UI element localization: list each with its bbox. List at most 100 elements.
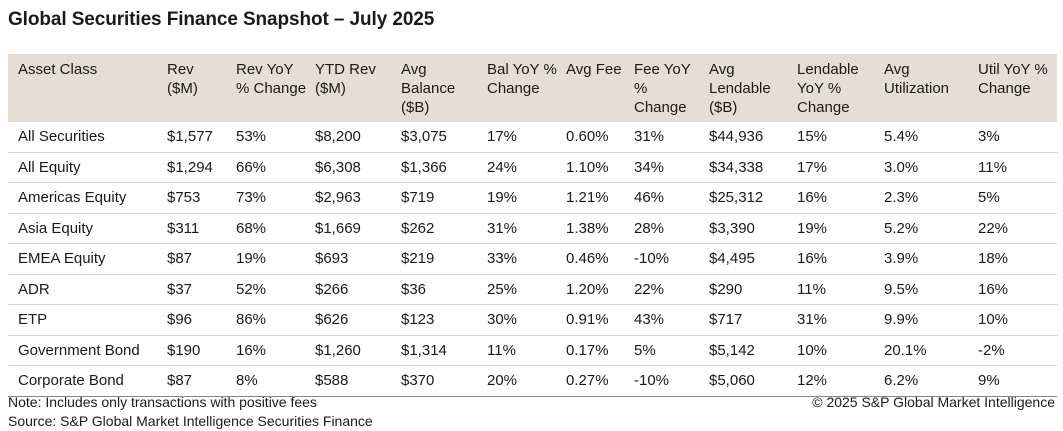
securities-finance-table: Asset Class Rev ($M) Rev YoY % Change YT… bbox=[8, 54, 1057, 397]
table-cell: 68% bbox=[232, 213, 311, 244]
table-cell: 9.9% bbox=[880, 304, 974, 336]
table-cell: 22% bbox=[630, 274, 705, 305]
table-cell: $719 bbox=[397, 182, 483, 214]
column-header: Avg Lendable ($B) bbox=[705, 54, 793, 122]
table-row: Corporate Bond $87 8% $588 $370 20% 0.27% -10% $… bbox=[8, 365, 1057, 397]
table-row: Americas Equity $753 73% $2,963 $719 19% 1.21%… bbox=[8, 182, 1057, 214]
table-cell: $87 bbox=[163, 365, 232, 397]
table-cell: 10% bbox=[974, 304, 1057, 336]
table-cell: 2.3% bbox=[880, 182, 974, 214]
column-header: Fee YoY % Change bbox=[630, 54, 705, 122]
table-cell: $2,963 bbox=[311, 182, 397, 214]
table-row: All Securities $1,577 53% $8,200 $3,075 17% 0.… bbox=[8, 122, 1057, 153]
table-cell: 22% bbox=[974, 213, 1057, 244]
table-cell: 19% bbox=[483, 182, 562, 214]
table-cell: 16% bbox=[793, 182, 880, 214]
table-cell: 46% bbox=[630, 182, 705, 214]
table-cell: -10% bbox=[630, 365, 705, 397]
table-cell: 5.2% bbox=[880, 213, 974, 244]
table-cell: 66% bbox=[232, 152, 311, 183]
table-cell: -10% bbox=[630, 243, 705, 275]
asset-class-cell: EMEA Equity bbox=[8, 243, 163, 275]
table-cell: $190 bbox=[163, 335, 232, 366]
table-cell: 9.5% bbox=[880, 274, 974, 305]
table-cell: 19% bbox=[232, 243, 311, 275]
asset-class-cell: Corporate Bond bbox=[8, 365, 163, 397]
table-cell: $1,577 bbox=[163, 122, 232, 153]
table-cell: $34,338 bbox=[705, 152, 793, 183]
table-cell: $290 bbox=[705, 274, 793, 305]
table-cell: 52% bbox=[232, 274, 311, 305]
table-cell: $25,312 bbox=[705, 182, 793, 214]
source-text: Source: S&P Global Market Intelligence S… bbox=[8, 413, 373, 429]
table-cell: 28% bbox=[630, 213, 705, 244]
column-header: Lendable YoY % Change bbox=[793, 54, 880, 122]
table-cell: $96 bbox=[163, 304, 232, 336]
table-cell: $3,075 bbox=[397, 122, 483, 153]
table-cell: 3% bbox=[974, 122, 1057, 153]
table-cell: 34% bbox=[630, 152, 705, 183]
asset-class-cell: Asia Equity bbox=[8, 213, 163, 244]
table-cell: 43% bbox=[630, 304, 705, 336]
table-cell: $87 bbox=[163, 243, 232, 275]
table-cell: 0.46% bbox=[562, 243, 630, 275]
table-cell: 16% bbox=[793, 243, 880, 275]
table-cell: $219 bbox=[397, 243, 483, 275]
table-cell: $262 bbox=[397, 213, 483, 244]
table-cell: 5% bbox=[974, 182, 1057, 214]
table-cell: $1,366 bbox=[397, 152, 483, 183]
table-cell: 11% bbox=[483, 335, 562, 366]
table-cell: $6,308 bbox=[311, 152, 397, 183]
column-header: Avg Balance ($B) bbox=[397, 54, 483, 122]
table-row: ADR $37 52% $266 $36 25% 1.20% 22% $290 11% 9.5% 16… bbox=[8, 274, 1057, 305]
table-cell: 53% bbox=[232, 122, 311, 153]
asset-class-cell: Americas Equity bbox=[8, 182, 163, 214]
table-cell: 31% bbox=[793, 304, 880, 336]
table-cell: 1.20% bbox=[562, 274, 630, 305]
table-cell: 17% bbox=[483, 122, 562, 153]
table-cell: 1.10% bbox=[562, 152, 630, 183]
table-cell: 0.17% bbox=[562, 335, 630, 366]
table-cell: 5.4% bbox=[880, 122, 974, 153]
table-cell: $8,200 bbox=[311, 122, 397, 153]
footnote-text: Note: Includes only transactions with po… bbox=[8, 394, 317, 410]
table-cell: $693 bbox=[311, 243, 397, 275]
table-cell: 17% bbox=[793, 152, 880, 183]
column-header: Avg Fee bbox=[562, 54, 630, 122]
table-cell: $753 bbox=[163, 182, 232, 214]
column-header: Rev YoY % Change bbox=[232, 54, 311, 122]
table-cell: 11% bbox=[793, 274, 880, 305]
table-cell: $5,142 bbox=[705, 335, 793, 366]
table-cell: $37 bbox=[163, 274, 232, 305]
table-cell: 12% bbox=[793, 365, 880, 397]
column-header: Asset Class bbox=[8, 54, 163, 122]
table-cell: 9% bbox=[974, 365, 1057, 397]
table-cell: 1.38% bbox=[562, 213, 630, 244]
table-cell: 1.21% bbox=[562, 182, 630, 214]
table-cell: 0.60% bbox=[562, 122, 630, 153]
table-cell: $3,390 bbox=[705, 213, 793, 244]
table-cell: 19% bbox=[793, 213, 880, 244]
table-cell: $1,669 bbox=[311, 213, 397, 244]
asset-class-cell: All Securities bbox=[8, 122, 163, 153]
table-cell: 31% bbox=[630, 122, 705, 153]
table-cell: 20% bbox=[483, 365, 562, 397]
copyright-text: © 2025 S&P Global Market Intelligence bbox=[812, 394, 1055, 410]
asset-class-cell: All Equity bbox=[8, 152, 163, 183]
table-cell: 73% bbox=[232, 182, 311, 214]
column-header: Rev ($M) bbox=[163, 54, 232, 122]
table-cell: $1,260 bbox=[311, 335, 397, 366]
table-cell: 6.2% bbox=[880, 365, 974, 397]
table-cell: $36 bbox=[397, 274, 483, 305]
table-cell: 16% bbox=[974, 274, 1057, 305]
asset-class-cell: ADR bbox=[8, 274, 163, 305]
table-cell: 25% bbox=[483, 274, 562, 305]
table-cell: 31% bbox=[483, 213, 562, 244]
table-cell: $588 bbox=[311, 365, 397, 397]
table-cell: $266 bbox=[311, 274, 397, 305]
table-cell: 8% bbox=[232, 365, 311, 397]
table-cell: $311 bbox=[163, 213, 232, 244]
table-cell: $123 bbox=[397, 304, 483, 336]
table-cell: $5,060 bbox=[705, 365, 793, 397]
table-footnotes: Note: Includes only transactions with po… bbox=[8, 393, 373, 431]
